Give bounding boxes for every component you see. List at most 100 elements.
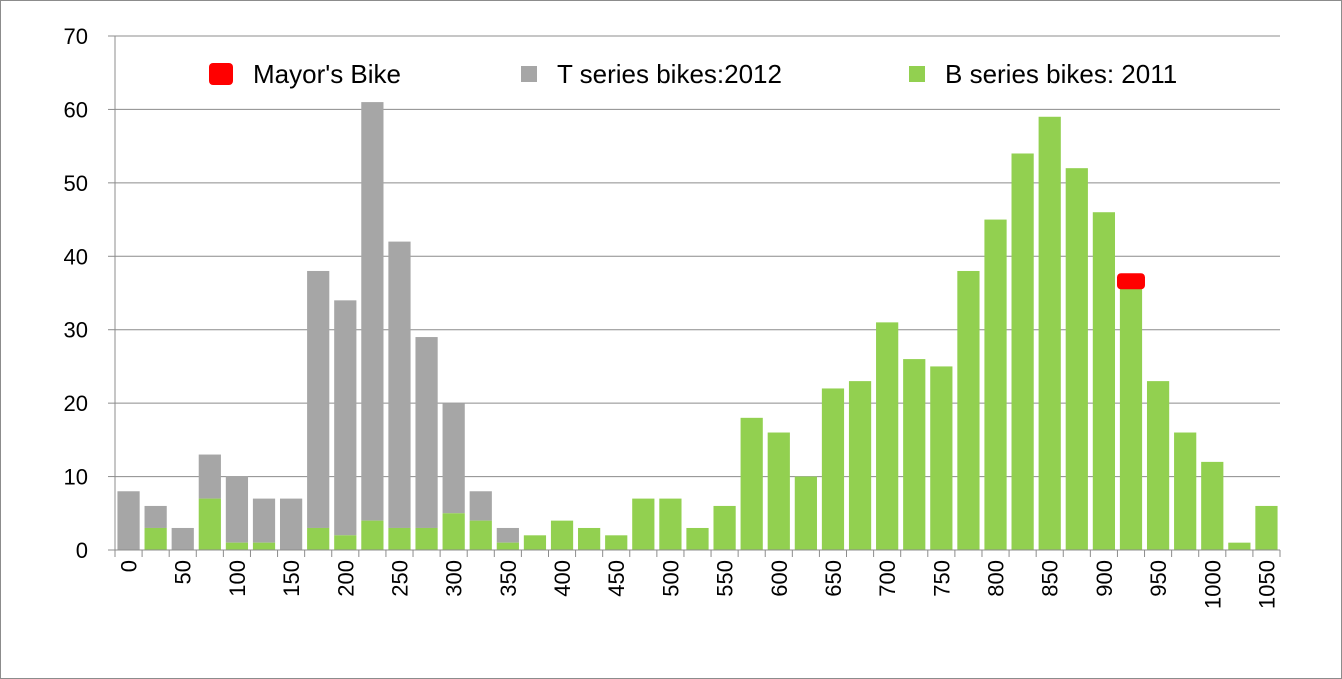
bar-b-series	[144, 527, 167, 550]
x-tick-label: 950	[1146, 560, 1171, 597]
x-tick-label: 200	[333, 560, 358, 597]
bar-b-series	[903, 359, 926, 550]
marker-layer	[1116, 273, 1145, 290]
x-tick-label: 50	[171, 560, 196, 584]
bar-b-series	[1038, 116, 1061, 551]
bar-t-series	[442, 403, 465, 514]
y-tick-label: 20	[64, 391, 88, 416]
bar-b-series	[550, 520, 574, 550]
bar-b-series	[1146, 381, 1170, 550]
legend-item-t-series: T series bikes:2012	[521, 59, 782, 89]
bar-b-series	[225, 542, 249, 550]
bar-t-series	[334, 300, 357, 536]
bar-b-series	[388, 527, 411, 550]
bar-b-series	[361, 520, 384, 550]
bar-b-series	[578, 527, 601, 550]
x-tick-label: 700	[875, 560, 900, 597]
legend-swatch	[521, 66, 537, 82]
bar-b-series	[1119, 285, 1143, 550]
x-tick-label: 300	[442, 560, 467, 597]
bar-b-series	[1065, 168, 1088, 550]
x-tick-label: 500	[658, 560, 683, 597]
bar-b-series	[632, 498, 655, 550]
x-tick-label: 100	[225, 560, 250, 597]
legend-item-mayors-bike: Mayor's Bike	[209, 59, 401, 89]
bar-b-series	[442, 513, 465, 550]
legend-item-b-series: B series bikes: 2011	[909, 59, 1177, 89]
x-tick-label: 850	[1038, 560, 1063, 597]
x-tick-label: 1050	[1254, 560, 1279, 609]
y-tick-label: 10	[64, 465, 88, 490]
bar-t-series	[307, 270, 330, 528]
x-tick-label: 900	[1092, 560, 1117, 597]
bar-t-series	[144, 505, 167, 528]
bar-b-series	[307, 527, 330, 550]
bar-b-series	[1174, 432, 1197, 550]
x-tick-label: 550	[713, 560, 738, 597]
x-tick-label: 600	[767, 560, 792, 597]
legend-label: B series bikes: 2011	[945, 59, 1177, 89]
bar-b-series	[1092, 212, 1116, 550]
bar-t-series	[388, 241, 411, 528]
bar-b-series	[523, 535, 547, 550]
x-tick-label: 1000	[1200, 560, 1225, 609]
x-tick-label: 250	[387, 560, 412, 597]
bar-b-series	[334, 535, 357, 550]
bar-t-series	[225, 476, 249, 543]
bar-t-series	[415, 337, 438, 528]
bar-t-series	[171, 527, 194, 550]
bar-b-series	[713, 505, 736, 550]
bar-b-series	[469, 520, 492, 550]
bar-b-series	[848, 381, 872, 550]
bar-b-series	[659, 498, 682, 550]
bars	[117, 102, 1278, 551]
y-tick-label: 40	[64, 244, 88, 269]
bar-b-series	[415, 527, 438, 550]
legend-swatch	[909, 66, 925, 82]
bar-b-series	[605, 535, 628, 550]
x-tick-label: 400	[550, 560, 575, 597]
bar-b-series	[984, 219, 1007, 551]
y-tick-label: 70	[64, 24, 88, 49]
y-axis-ticks: 0 10 20 30 40 50 60 70	[64, 24, 115, 563]
bar-t-series	[117, 491, 140, 550]
y-tick-label: 30	[64, 318, 88, 343]
x-tick-label: 350	[496, 560, 521, 597]
legend-label: T series bikes:2012	[557, 59, 782, 89]
bar-t-series	[496, 527, 519, 543]
bar-t-series	[198, 454, 221, 499]
y-tick-label: 50	[64, 171, 88, 196]
bar-b-series	[198, 498, 221, 550]
bar-b-series	[1201, 461, 1224, 550]
legend-swatch	[209, 63, 233, 85]
bar-b-series	[767, 432, 790, 550]
axes	[114, 36, 1280, 551]
legend-label: Mayor's Bike	[253, 59, 401, 89]
legend: Mayor's Bike T series bikes:2012 B series …	[209, 59, 1177, 89]
bar-t-series	[469, 491, 492, 521]
bar-b-series	[1228, 542, 1251, 550]
x-tick-label: 800	[984, 560, 1009, 597]
bar-b-series	[876, 322, 899, 550]
x-tick-label: 750	[929, 560, 954, 597]
mayors-bike-marker	[1116, 273, 1145, 290]
x-tick-label: 0	[117, 560, 142, 572]
bar-b-series	[686, 527, 709, 550]
bar-b-series	[930, 366, 953, 550]
x-tick-label: 650	[821, 560, 846, 597]
bar-t-series	[361, 102, 384, 521]
bar-b-series	[957, 270, 980, 550]
bar-b-series	[496, 542, 519, 550]
x-tick-label: 150	[279, 560, 304, 597]
y-tick-label: 60	[64, 97, 88, 122]
bar-b-series	[821, 388, 845, 550]
bar-b-series	[1011, 153, 1034, 550]
bar-t-series	[252, 498, 276, 543]
bar-b-series	[252, 542, 276, 550]
bar-b-series	[1255, 505, 1278, 550]
x-tick-label: 450	[604, 560, 629, 597]
x-axis-ticks: 0 50 100 150 200 250 300 350 400 450 500 550 600 650 7…	[114, 550, 1281, 609]
bar-b-series	[740, 417, 763, 550]
